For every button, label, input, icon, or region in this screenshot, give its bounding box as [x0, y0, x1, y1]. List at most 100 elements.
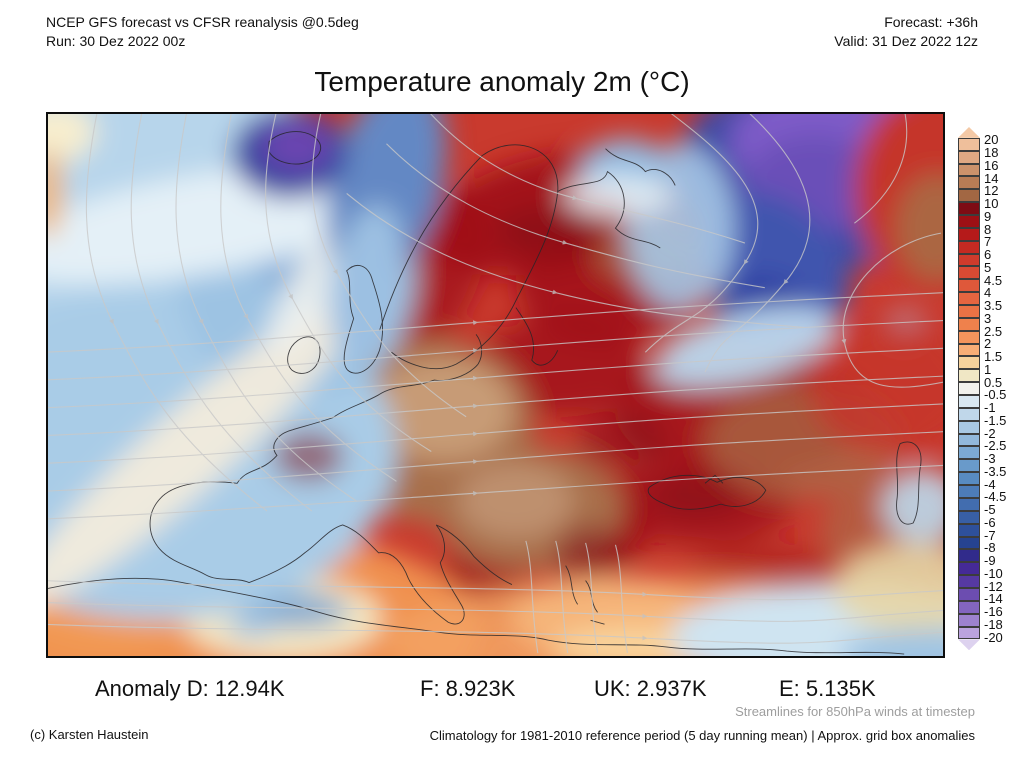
anomaly-value-uk: UK: 2.937K [594, 676, 707, 701]
colorbar-tick-label: -8 [984, 540, 996, 556]
colorbar-tick-label: 5 [984, 259, 992, 275]
colorbar-cell [958, 446, 980, 460]
colorbar-cell [958, 497, 980, 511]
header-left: NCEP GFS forecast vs CFSR reanalysis @0.… [46, 13, 359, 51]
colorbar-cell [958, 137, 980, 151]
colorbar-tick-label: 1.5 [984, 349, 1003, 365]
colorbar-cell [958, 613, 980, 627]
colorbar-tick-label: 10 [984, 196, 999, 212]
colorbar-cells [958, 127, 980, 651]
colorbar-cell [958, 420, 980, 434]
colorbar-ticks: 20 18 16 14 12 10 9 8 7 6 5 4.5 4 3.5 3 2.5 2 1.5 1 0.5 -0.5… [984, 127, 1024, 650]
colorbar-cell [958, 227, 980, 241]
colorbar-tick-label: 2.5 [984, 323, 1003, 339]
header-right: Forecast: +36h Valid: 31 Dez 2022 12z [834, 13, 978, 51]
colorbar-arrow-up [958, 127, 980, 138]
colorbar-cell [958, 279, 980, 293]
colorbar-tick-label: -2.5 [984, 438, 1007, 454]
colorbar-tick-label: 0.5 [984, 374, 1003, 390]
colorbar-cell [958, 369, 980, 383]
anomaly-value-germany: Anomaly D: 12.94K [95, 676, 285, 701]
colorbar-cell [958, 202, 980, 216]
colorbar-tick-label: 16 [984, 157, 999, 173]
colorbar-tick-label: 2 [984, 336, 992, 352]
colorbar-tick-label: -3 [984, 451, 996, 467]
colorbar-tick-label: 4.5 [984, 272, 1003, 288]
colorbar-tick-label: -2 [984, 425, 996, 441]
colorbar-cell [958, 549, 980, 563]
colorbar-cell [958, 176, 980, 190]
colorbar-cell [958, 305, 980, 318]
colorbar-tick-label: -6 [984, 514, 996, 530]
anomaly-value-spain: E: 5.135K [779, 676, 876, 701]
colorbar-tick-label: 18 [984, 145, 999, 160]
colorbar-cell [958, 240, 980, 254]
footer-credit: (c) Karsten Haustein [30, 727, 149, 742]
footer-climatology-note: Climatology for 1981-2010 reference peri… [429, 728, 975, 743]
streamlines [48, 114, 943, 654]
model-info-text: NCEP GFS forecast vs CFSR reanalysis @0.… [46, 14, 359, 30]
anomaly-summary: Anomaly D: 12.94K F: 8.923K UK: 2.937K E… [0, 676, 1024, 704]
colorbar-tick-label: 12 [984, 183, 999, 199]
colorbar-tick-label: 20 [984, 132, 999, 148]
colorbar-cell [958, 395, 980, 408]
colorbar-tick-label: 7 [984, 234, 992, 250]
colorbar-cell [958, 382, 980, 396]
anomaly-map-canvas [48, 114, 943, 656]
colorbar-cell [958, 407, 980, 421]
colorbar-cell [958, 253, 980, 267]
colorbar-cell [958, 356, 980, 370]
colorbar-cell [958, 189, 980, 203]
colorbar-cell [958, 292, 980, 306]
colorbar: 20 18 16 14 12 10 9 8 7 6 5 4.5 4 3.5 3 2.5 2 1.5 1 0.5 -0.5… [958, 127, 1006, 651]
colorbar-tick-label: -1.5 [984, 412, 1007, 428]
colorbar-tick-label: -4.5 [984, 489, 1007, 505]
colorbar-cell [958, 523, 980, 537]
anomaly-value-france: F: 8.923K [420, 676, 516, 701]
colorbar-cell [958, 163, 980, 177]
colorbar-tick-label: -18 [984, 616, 1003, 632]
run-info-text: Run: 30 Dez 2022 00z [46, 33, 186, 49]
colorbar-cell [958, 343, 980, 357]
colorbar-cell [958, 600, 980, 614]
colorbar-cell [958, 485, 980, 498]
colorbar-cell [958, 150, 980, 164]
colorbar-arrow-down [958, 639, 980, 651]
colorbar-cell [958, 562, 980, 576]
colorbar-tick-label: -12 [984, 578, 1003, 594]
colorbar-tick-label: 3 [984, 310, 992, 326]
colorbar-tick-label: 14 [984, 170, 999, 186]
colorbar-cell [958, 626, 980, 640]
anomaly-map [46, 112, 945, 658]
colorbar-tick-label: -20 [984, 629, 1003, 645]
colorbar-cell [958, 433, 980, 447]
colorbar-tick-label: 9 [984, 208, 992, 224]
colorbar-tick-label: -1 [984, 400, 996, 416]
colorbar-cell [958, 472, 980, 486]
colorbar-tick-label: -9 [984, 553, 996, 569]
colorbar-cell [958, 510, 980, 524]
forecast-lead-text: Forecast: +36h [884, 14, 978, 30]
colorbar-tick-label: 1 [984, 361, 992, 377]
colorbar-tick-label: -16 [984, 604, 1003, 620]
footer-streamlines-note: Streamlines for 850hPa winds at timestep [735, 704, 975, 719]
colorbar-cell [958, 575, 980, 588]
colorbar-tick-label: -14 [984, 591, 1003, 607]
colorbar-tick-label: 4 [984, 285, 992, 301]
colorbar-cell [958, 536, 980, 550]
page-title: Temperature anomaly 2m (°C) [314, 66, 690, 97]
colorbar-cell [958, 459, 980, 473]
colorbar-cell [958, 587, 980, 601]
colorbar-tick-label: -10 [984, 565, 1003, 581]
colorbar-tick-label: 3.5 [984, 298, 1003, 314]
valid-time-text: Valid: 31 Dez 2022 12z [834, 33, 978, 49]
colorbar-tick-label: -3.5 [984, 463, 1007, 479]
colorbar-tick-label: -0.5 [984, 387, 1007, 403]
colorbar-cell [958, 317, 980, 331]
colorbar-tick-label: 8 [984, 221, 992, 237]
colorbar-cell [958, 266, 980, 280]
colorbar-tick-label: 6 [984, 247, 992, 263]
colorbar-tick-label: -7 [984, 527, 996, 543]
colorbar-cell [958, 215, 980, 228]
colorbar-tick-label: -4 [984, 476, 996, 492]
